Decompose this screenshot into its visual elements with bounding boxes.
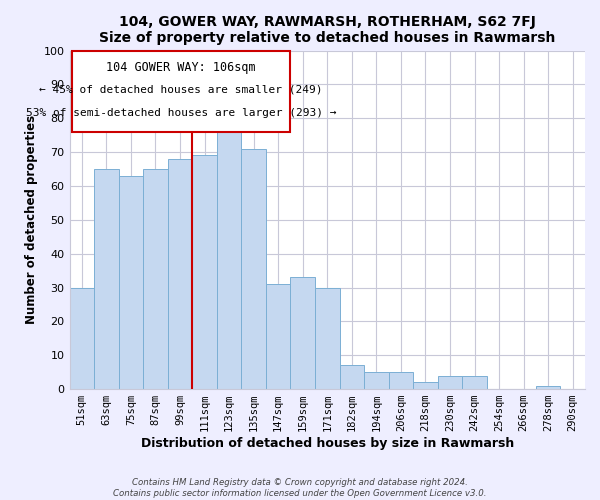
Bar — [192, 156, 217, 389]
Text: 53% of semi-detached houses are larger (293) →: 53% of semi-detached houses are larger (… — [26, 108, 337, 118]
Bar — [266, 284, 290, 389]
Bar — [438, 376, 462, 389]
Text: ← 45% of detached houses are smaller (249): ← 45% of detached houses are smaller (24… — [40, 84, 323, 94]
X-axis label: Distribution of detached houses by size in Rawmarsh: Distribution of detached houses by size … — [140, 437, 514, 450]
Bar — [94, 169, 119, 389]
Text: 104 GOWER WAY: 106sqm: 104 GOWER WAY: 106sqm — [106, 60, 256, 74]
Bar — [413, 382, 438, 389]
Bar — [536, 386, 560, 389]
Bar — [364, 372, 389, 389]
Bar — [462, 376, 487, 389]
Bar — [315, 288, 340, 389]
Bar — [217, 108, 241, 389]
Bar — [143, 169, 167, 389]
Bar — [119, 176, 143, 389]
Bar — [389, 372, 413, 389]
Bar — [290, 278, 315, 389]
Text: Contains HM Land Registry data © Crown copyright and database right 2024.
Contai: Contains HM Land Registry data © Crown c… — [113, 478, 487, 498]
Title: 104, GOWER WAY, RAWMARSH, ROTHERHAM, S62 7FJ
Size of property relative to detach: 104, GOWER WAY, RAWMARSH, ROTHERHAM, S62… — [99, 15, 556, 45]
Y-axis label: Number of detached properties: Number of detached properties — [25, 115, 38, 324]
Bar — [167, 159, 192, 389]
FancyBboxPatch shape — [72, 50, 290, 132]
Bar — [241, 148, 266, 389]
Bar — [340, 366, 364, 389]
Bar — [70, 288, 94, 389]
